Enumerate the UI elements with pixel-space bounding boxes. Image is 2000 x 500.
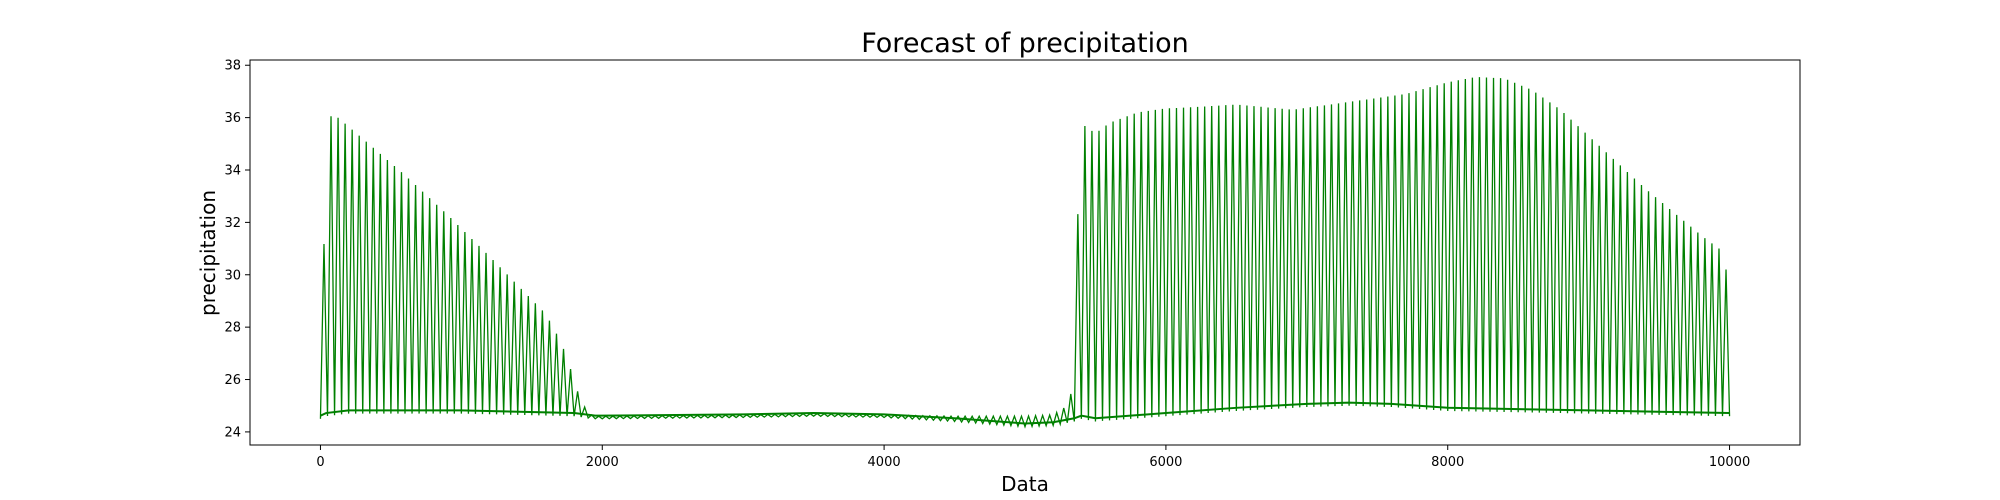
x-tick-label: 2000 xyxy=(586,455,619,470)
y-axis-title: precipitation xyxy=(196,190,220,316)
chart-title: Forecast of precipitation xyxy=(861,28,1189,59)
y-tick-label: 30 xyxy=(224,268,241,283)
x-tick-label: 10000 xyxy=(1709,455,1750,470)
y-tick-label: 24 xyxy=(224,425,241,440)
series-layer xyxy=(319,77,1731,429)
x-tick-label: 4000 xyxy=(868,455,901,470)
x-axis-title: Data xyxy=(1001,472,1049,496)
y-tick-label: 38 xyxy=(224,59,241,74)
precipitation-series-line xyxy=(319,77,1731,429)
y-axis: 24 26 28 30 32 34 36 38 xyxy=(224,59,250,440)
y-tick-label: 34 xyxy=(224,164,241,179)
x-tick-label: 8000 xyxy=(1431,455,1464,470)
plot-frame xyxy=(249,59,1801,446)
y-tick-label: 26 xyxy=(224,373,241,388)
y-tick-label: 32 xyxy=(224,216,241,231)
y-tick-label: 36 xyxy=(224,111,241,126)
x-tick-label: 6000 xyxy=(1149,455,1182,470)
precipitation-series-baseline xyxy=(320,401,1730,425)
y-tick-label: 28 xyxy=(224,321,241,336)
x-tick-label: 0 xyxy=(316,455,324,470)
x-axis: 0 2000 4000 6000 8000 10000 xyxy=(316,445,1750,470)
